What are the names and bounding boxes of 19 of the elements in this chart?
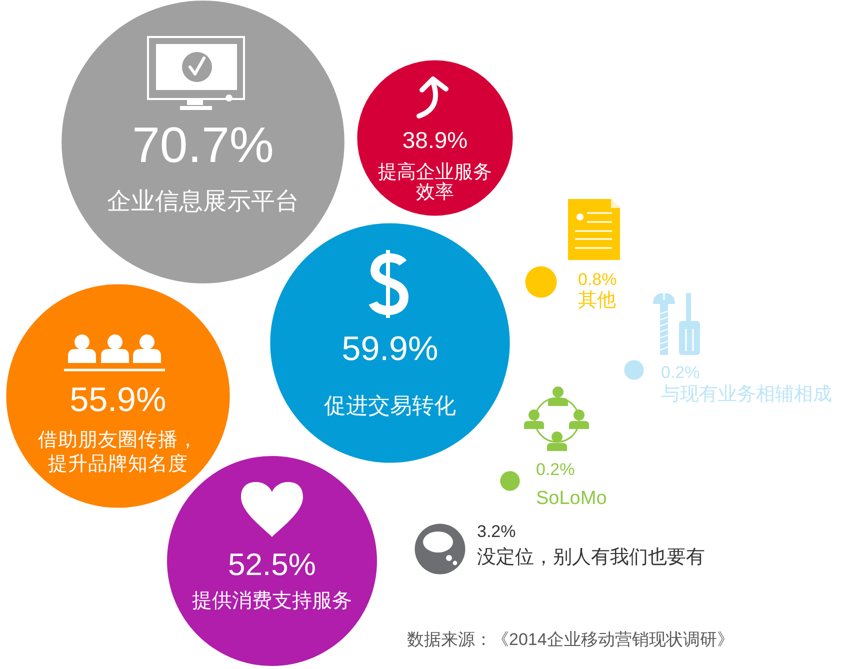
data-label: 0.2%: [661, 363, 700, 382]
data-label: 59.9%: [342, 330, 438, 368]
category-label: 企业信息展示平台: [107, 188, 299, 215]
source-note: 数据来源：《2014企业移动营销现状调研》: [407, 630, 734, 649]
data-label: 38.9%: [402, 127, 468, 153]
category-label: 借助朋友圈传播，提升品牌知名度: [38, 429, 198, 475]
category-label: 其他: [578, 290, 616, 311]
category-label: 与现有业务相辅相成: [661, 384, 832, 405]
data-label: 0.8%: [578, 270, 617, 289]
category-label: SoLoMo: [536, 488, 607, 509]
data-label: 0.2%: [536, 460, 575, 479]
category-label: 提高企业服务效率: [378, 161, 492, 203]
category-label: 促进交易转化: [324, 393, 456, 418]
category-label: 提供消费支持服务: [192, 590, 352, 612]
data-label: 70.7%: [132, 117, 274, 173]
category-label: 没定位，别人有我们也要有: [477, 546, 705, 568]
data-label: 52.5%: [228, 547, 316, 582]
data-label: 55.9%: [70, 381, 166, 419]
data-label: 3.2%: [477, 522, 516, 541]
